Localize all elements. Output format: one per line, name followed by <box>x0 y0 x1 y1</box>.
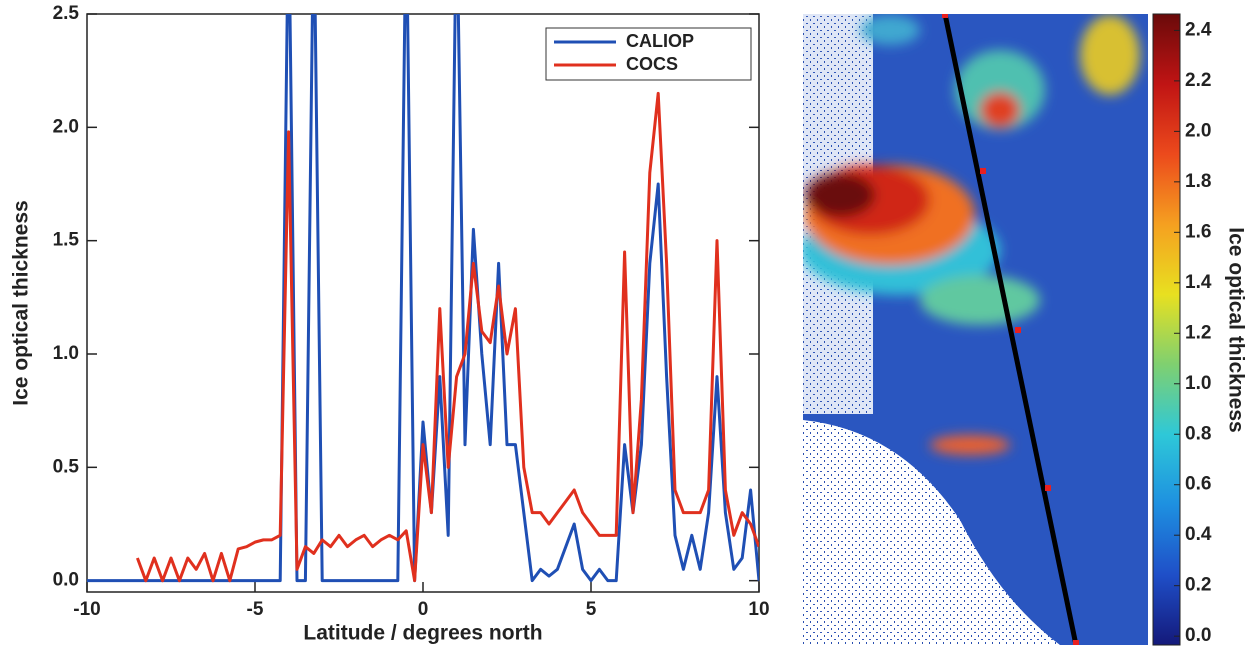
x-tick-label: 10 <box>748 599 769 620</box>
x-tick-label: -10 <box>73 599 100 620</box>
x-axis-label: Latitude / degrees north <box>303 622 542 645</box>
y-tick-label: 2.0 <box>53 116 79 137</box>
y-tick-label: 0.0 <box>53 570 79 591</box>
colorbar-tick-label: 2.2 <box>1185 70 1211 91</box>
colorbar-tick-label: 2.0 <box>1185 120 1211 141</box>
colorbar-tick-label: 1.4 <box>1185 272 1212 293</box>
x-tick-label: 5 <box>586 599 597 620</box>
x-tick-label: -5 <box>247 599 264 620</box>
plot-lines <box>87 14 759 583</box>
data-line <box>135 91 759 583</box>
y-tick-label: 1.0 <box>53 343 79 364</box>
legend-box <box>545 27 752 81</box>
satellite-map <box>803 14 1148 645</box>
colorbar-tick-label: 1.8 <box>1185 171 1211 192</box>
colorbar-tick-label: 0.4 <box>1185 524 1212 545</box>
x-tick-label: 0 <box>418 599 429 620</box>
legend-label: COCS <box>626 54 678 74</box>
colorbar-tick-label: 0.2 <box>1185 575 1211 596</box>
y-tick-label: 2.5 <box>53 3 80 24</box>
colorbar-tick-label: 0.0 <box>1185 625 1211 646</box>
colorbar-tick-label: 1.2 <box>1185 322 1211 343</box>
y-axis-label: Ice optical thickness <box>10 200 33 405</box>
legend-label: CALIOP <box>626 31 694 51</box>
y-tick-label: 0.5 <box>53 456 80 477</box>
data-line <box>87 14 759 583</box>
colorbar-label: Ice optical thickness <box>1224 227 1247 432</box>
colorbar-tick-label: 0.8 <box>1185 423 1211 444</box>
y-tick-label: 1.5 <box>53 230 80 251</box>
colorbar-tick-label: 1.6 <box>1185 221 1211 242</box>
colorbar <box>1152 13 1181 646</box>
colorbar-tick-label: 0.6 <box>1185 474 1211 495</box>
colorbar-tick-label: 1.0 <box>1185 373 1211 394</box>
colorbar-tick-label: 2.4 <box>1185 19 1212 40</box>
